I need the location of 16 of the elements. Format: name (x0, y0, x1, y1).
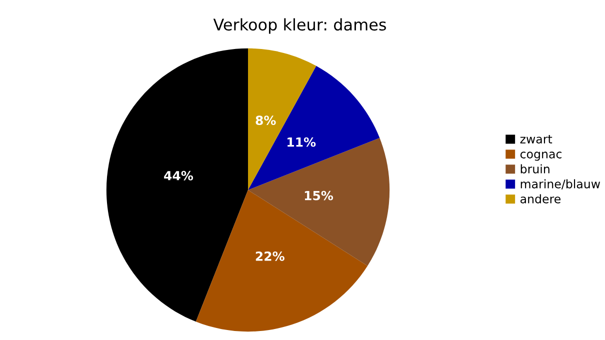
pie-slice (196, 190, 368, 332)
pie-slice (248, 138, 390, 266)
data-label: 11% (288, 137, 316, 147)
pie-slice (248, 66, 380, 190)
legend-label: bruin (520, 164, 550, 174)
legend-label: zwart (520, 135, 552, 144)
legend-label: andere (520, 194, 560, 204)
legend-label: cognac (520, 152, 562, 161)
chart-title: Verkoop kleur: dames (213, 18, 386, 34)
data-label: 22% (256, 252, 284, 261)
pie-slice (248, 48, 316, 190)
legend-label: marine/blauw (520, 179, 600, 190)
pie-slice (106, 48, 248, 322)
data-label: 8% (256, 116, 276, 126)
data-label: 15% (304, 190, 334, 200)
data-label: 44% (164, 170, 194, 180)
